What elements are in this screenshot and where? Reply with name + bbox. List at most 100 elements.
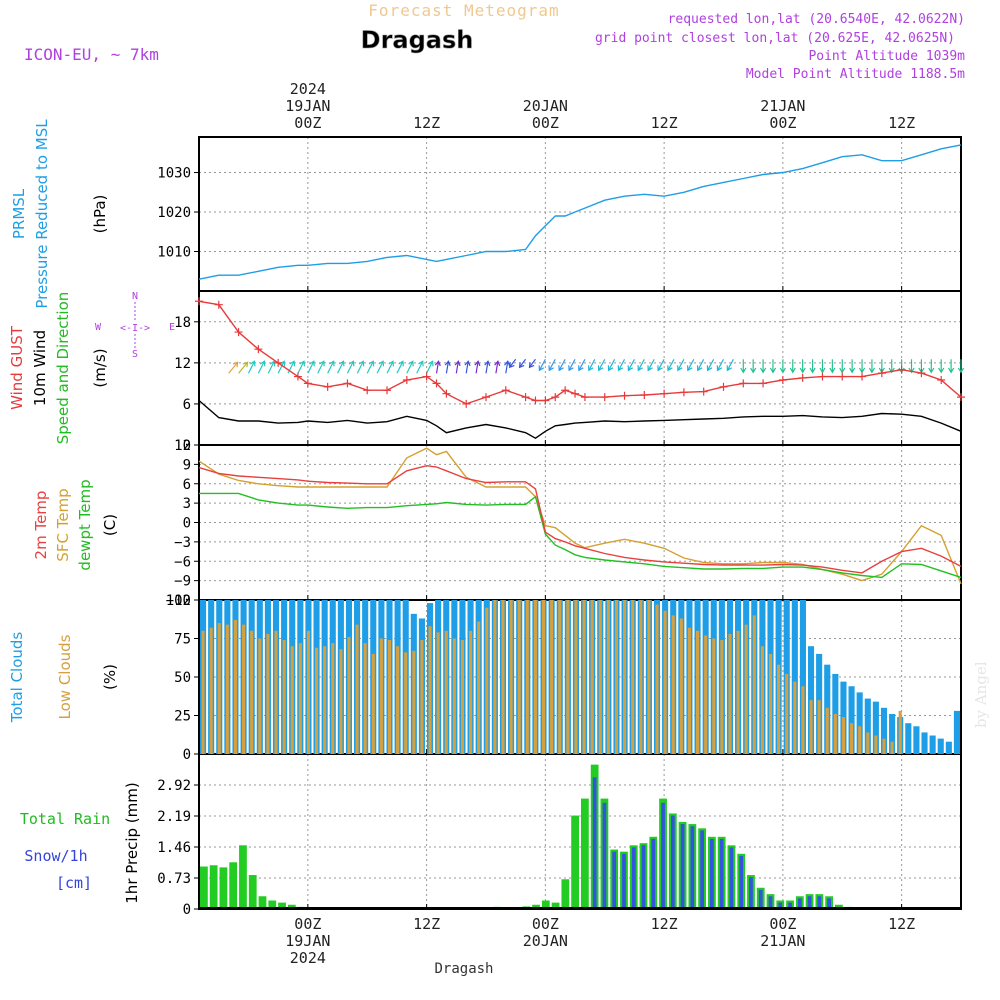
wind-arrow-head [418, 360, 424, 367]
wind-arrow-head [607, 365, 614, 372]
wind-arrow-head [434, 360, 441, 367]
wind-arrow-head [249, 360, 256, 367]
y-tick-label: 25 [174, 709, 191, 725]
snow-bar [827, 898, 831, 909]
low-cloud-bar [452, 638, 456, 754]
low-cloud-bar [266, 633, 270, 754]
bottom-time-label: 00Z [294, 915, 321, 933]
low-cloud-bar [282, 640, 286, 754]
wind-arrow [858, 359, 866, 374]
wind-arrow-head [358, 360, 365, 367]
total-cloud-bar [856, 692, 863, 754]
wind-arrow-head [309, 360, 315, 367]
bottom-time-label: 2024 [290, 949, 326, 967]
low-cloud-bar [493, 600, 497, 754]
product-title: Forecast Meteogram [368, 1, 559, 20]
low-cloud-bar [444, 630, 448, 754]
rain-bar [561, 879, 570, 909]
wind-arrow-shaft [608, 359, 616, 371]
sfc-temp-line [198, 447, 962, 585]
bottom-time-label: 12Z [651, 915, 678, 933]
low-cloud-bar [841, 717, 846, 754]
bottom-time-label: 12Z [413, 915, 440, 933]
snow-bar [680, 824, 685, 909]
wind-arrow-shaft [677, 359, 685, 371]
wind-arrow-head [750, 367, 757, 374]
low-cloud-bar [850, 723, 854, 754]
low-cloud-bar [833, 713, 837, 754]
wind-arrow-head [597, 365, 604, 372]
wind-arrow [538, 359, 546, 372]
wind-arrow-shaft [416, 361, 424, 374]
wind-arrow-shaft [538, 359, 546, 371]
low-cloud-bar [469, 630, 473, 754]
wind-arrow [396, 360, 404, 374]
snow-bar [661, 802, 665, 909]
total-cloud-bar [872, 701, 879, 754]
wind-arrow-head [839, 367, 846, 374]
low-cloud-bar [477, 621, 481, 754]
low-cloud-bar [744, 624, 748, 754]
y-tick-label: 2.92 [157, 778, 191, 794]
top-time-label: 12Z [888, 114, 915, 132]
wind-arrow-head [269, 360, 276, 367]
wind-label: 10m Wind [31, 330, 49, 406]
wind-arrow [426, 360, 434, 374]
wind-arrow-head [338, 360, 345, 367]
wind-arrow-head [759, 367, 767, 374]
low-cloud-bar [298, 643, 302, 754]
wind-arrow-shaft [426, 361, 434, 374]
wind-arrow-head [657, 365, 663, 372]
gust-point [759, 379, 768, 388]
wind-arrow-head [829, 367, 836, 374]
wind-arrow-head [928, 367, 935, 374]
snow-bar [602, 802, 607, 909]
low-cloud-bar [671, 615, 675, 754]
gust-point [234, 328, 243, 337]
wind-arrow-head [388, 360, 394, 367]
snow-bar [778, 902, 783, 909]
wind-arrow-head [716, 365, 723, 372]
total-cloud-bar [937, 738, 944, 754]
gust-point [719, 382, 728, 391]
wind-arrow [474, 360, 481, 374]
rain-bar [219, 867, 228, 909]
wind-arrow-shaft [465, 361, 469, 374]
wind-arrow [386, 360, 394, 374]
total-clouds-label: Total Clouds [8, 632, 26, 724]
wind-arrow [454, 360, 461, 374]
rain-bar [209, 865, 218, 909]
precip-axis-label: 1hr Precip (mm) [123, 782, 141, 903]
wind-arrow-head [809, 367, 816, 374]
wind-arrow-shaft [228, 361, 239, 374]
wind-arrow [868, 359, 876, 374]
y-tick-label: 0 [183, 902, 191, 918]
wind-arrow [647, 359, 655, 372]
wind-arrow [716, 359, 725, 372]
low-cloud-bar [679, 618, 683, 754]
wind-arrow [667, 359, 675, 372]
wind-arrow [238, 361, 249, 374]
wind-arrow-shaft [618, 359, 626, 371]
wind-arrow [799, 359, 806, 374]
wind-arrow-shaft [327, 361, 335, 374]
wind-arrow-head [444, 360, 451, 367]
wind-arrow-shaft [588, 359, 596, 371]
wind-arrow-head [617, 365, 624, 372]
snow-bar [612, 851, 617, 909]
y-tick-label: 0 [183, 516, 191, 532]
wind-arrow [888, 359, 895, 374]
wind-arrow-head [637, 365, 643, 372]
total-cloud-bar [832, 673, 839, 754]
wind-arrow-shaft [505, 361, 509, 374]
wind-arrow [297, 360, 305, 374]
wind-arrow-head [799, 367, 806, 374]
low-cloud-bar [631, 600, 635, 754]
wind-arrow-head [398, 360, 404, 367]
low-cloud-bar [460, 640, 465, 754]
low-cloud-bar [550, 600, 554, 754]
wind-arrow-shaft [435, 361, 440, 374]
low-cloud-bar [752, 615, 756, 754]
top-time-label: 12Z [651, 114, 678, 132]
snow-bar [768, 896, 773, 909]
